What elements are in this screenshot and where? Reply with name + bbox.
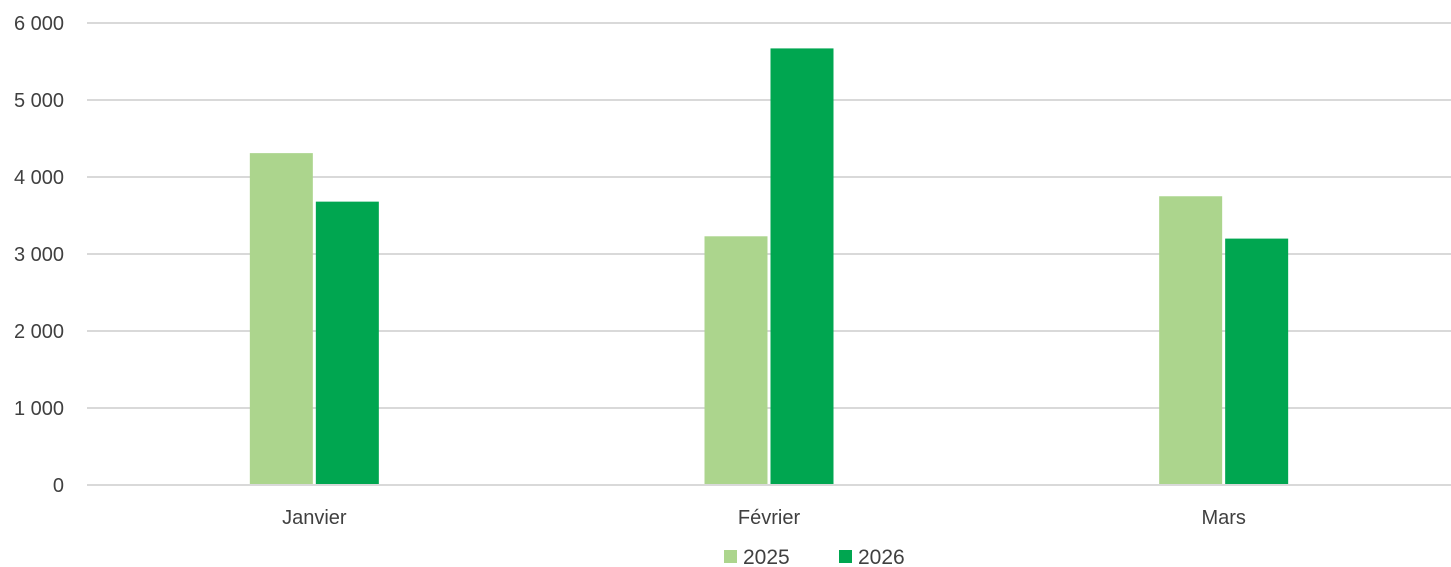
bar-2026-Février xyxy=(770,48,834,485)
legend-swatch-2026 xyxy=(839,550,852,563)
legend-label-2026: 2026 xyxy=(858,546,905,567)
x-tick-label: Janvier xyxy=(282,507,347,529)
y-tick-label: 3 000 xyxy=(14,244,64,266)
y-tick-label: 0 xyxy=(53,475,64,497)
bars xyxy=(249,48,1289,485)
x-tick-label: Mars xyxy=(1201,507,1245,529)
legend: 2025 2026 xyxy=(724,546,905,567)
x-tick-label: Février xyxy=(738,507,801,529)
legend-label-2025: 2025 xyxy=(743,546,790,567)
bar-2026-Mars xyxy=(1225,238,1289,485)
y-tick-label: 4 000 xyxy=(14,167,64,189)
x-axis-tick-labels: Janvier Février Mars xyxy=(282,507,1246,529)
bar-2025-Janvier xyxy=(249,153,313,485)
y-tick-label: 6 000 xyxy=(14,13,64,35)
y-tick-label: 2 000 xyxy=(14,321,64,343)
legend-swatch-2025 xyxy=(724,550,737,563)
y-tick-label: 5 000 xyxy=(14,90,64,112)
gridlines xyxy=(87,22,1451,409)
bar-2025-Mars xyxy=(1159,196,1223,485)
bar-2025-Février xyxy=(704,236,768,485)
y-tick-label: 1 000 xyxy=(14,398,64,420)
y-axis-tick-labels: 0 1 000 2 000 3 000 4 000 5 000 6 000 xyxy=(14,13,64,497)
bar-2026-Janvier xyxy=(315,201,379,485)
